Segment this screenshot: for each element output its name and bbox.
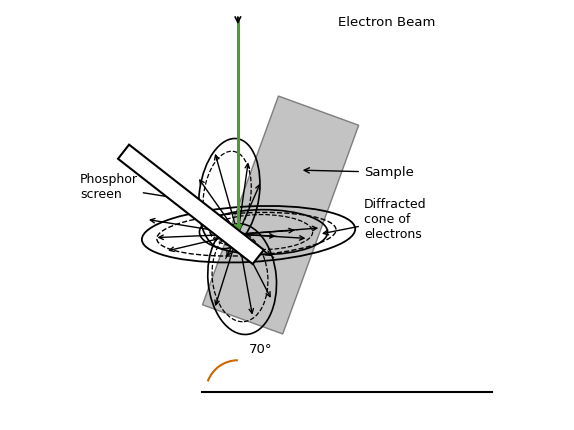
Text: 70°: 70° [249,343,272,356]
Polygon shape [203,96,359,334]
Text: Electron Beam: Electron Beam [338,16,436,29]
Text: Sample: Sample [304,166,414,179]
Polygon shape [118,144,263,264]
Text: Phosphor
screen: Phosphor screen [80,173,184,201]
Text: Diffracted
cone of
electrons: Diffracted cone of electrons [323,198,426,241]
